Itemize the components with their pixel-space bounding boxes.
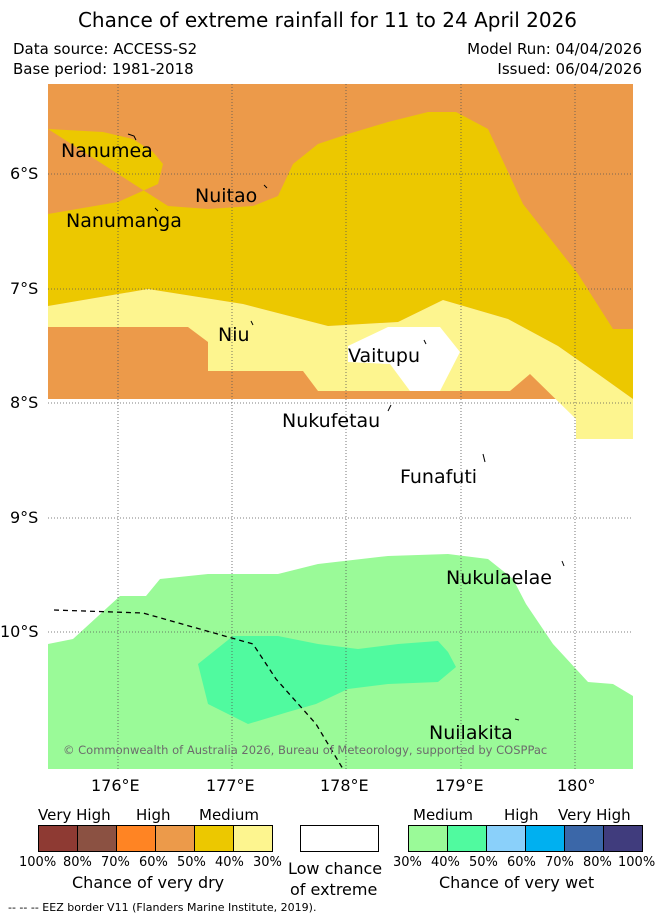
lat-tick-7: 7°S xyxy=(10,279,39,298)
dry-caption: Chance of very dry xyxy=(72,873,225,892)
wet-swatch-1 xyxy=(409,826,447,851)
dry-pct-70: 70% xyxy=(101,855,130,870)
wet-header-very-high: Very High xyxy=(558,806,631,824)
lon-tick-178: 178°E xyxy=(320,776,369,795)
dry-header-high: High xyxy=(136,806,171,824)
place-nuitao: Nuitao xyxy=(195,185,258,207)
wet-swatch-3 xyxy=(486,826,525,851)
dry-swatch-5 xyxy=(194,826,233,851)
dry-swatch-4 xyxy=(155,826,194,851)
lon-tick-180: 180° xyxy=(557,776,596,795)
wet-pct-40: 40% xyxy=(431,855,460,870)
white-hole-vaitupu xyxy=(348,327,460,391)
wet-pct-80: 80% xyxy=(583,855,612,870)
place-nuilakita: Nuilakita xyxy=(429,722,513,744)
model-run: Model Run: 04/04/2026 xyxy=(467,40,642,58)
wet-pct-50: 50% xyxy=(469,855,498,870)
lat-tick-6: 6°S xyxy=(10,164,39,183)
issued-date: Issued: 06/04/2026 xyxy=(497,60,642,78)
lon-tick-176: 176°E xyxy=(91,776,140,795)
place-niu: Niu xyxy=(218,324,250,346)
base-period: Base period: 1981-2018 xyxy=(13,60,194,78)
place-funafuti: Funafuti xyxy=(400,466,478,488)
lat-tick-10: 10°S xyxy=(0,622,39,641)
lon-tick-179: 179°E xyxy=(435,776,484,795)
eez-footnote: -- -- -- EEZ border V11 (Flanders Marine… xyxy=(8,901,317,914)
dry-swatch-2 xyxy=(77,826,116,851)
rainfall-map xyxy=(48,84,633,769)
dry-pct-100: 100% xyxy=(19,855,57,870)
wet-pct-60: 60% xyxy=(507,855,536,870)
wet-swatch-6 xyxy=(603,826,642,851)
dry-pct-40: 40% xyxy=(215,855,244,870)
low-caption-line1: Low chance xyxy=(288,859,383,878)
map-title: Chance of extreme rainfall for 11 to 24 … xyxy=(77,8,578,32)
wet-swatch-4 xyxy=(525,826,564,851)
place-nanumea: Nanumea xyxy=(61,140,153,162)
dry-header-very-high: Very High xyxy=(38,806,111,824)
wet-swatch-5 xyxy=(564,826,603,851)
wet-pct-30: 30% xyxy=(393,855,422,870)
wet-swatch-2 xyxy=(447,826,486,851)
dry-pct-50: 50% xyxy=(177,855,206,870)
wet-pct-100: 100% xyxy=(618,855,655,870)
lat-tick-8: 8°S xyxy=(10,393,39,412)
place-nukufetau: Nukufetau xyxy=(282,410,381,432)
dry-pct-30: 30% xyxy=(253,855,282,870)
lon-grid xyxy=(117,84,576,769)
dry-color-bar xyxy=(38,825,273,852)
place-nukulaelae: Nukulaelae xyxy=(446,567,552,589)
wet-color-bar xyxy=(408,825,643,852)
data-source: Data source: ACCESS-S2 xyxy=(13,40,198,58)
dry-pct-80: 80% xyxy=(63,855,92,870)
dry-swatch-1 xyxy=(39,826,77,851)
low-caption-line2: of extreme xyxy=(290,880,378,899)
island-marks xyxy=(127,133,565,721)
wet-header-high: High xyxy=(504,806,539,824)
dry-header-medium: Medium xyxy=(199,806,259,824)
low-chance-swatch xyxy=(300,825,379,852)
dry-swatch-3 xyxy=(116,826,155,851)
copyright-notice: © Commonwealth of Australia 2026, Bureau… xyxy=(63,743,548,757)
wet-header-medium: Medium xyxy=(413,806,473,824)
place-vaitupu: Vaitupu xyxy=(348,345,421,367)
dry-low-region xyxy=(48,289,633,439)
dry-swatch-6 xyxy=(233,826,272,851)
place-nanumanga: Nanumanga xyxy=(66,210,182,232)
lat-tick-9: 9°S xyxy=(10,508,39,527)
dry-pct-60: 60% xyxy=(139,855,168,870)
dry-medium-region xyxy=(48,112,633,399)
wet-pct-70: 70% xyxy=(545,855,574,870)
lon-tick-177: 177°E xyxy=(206,776,255,795)
eez-border xyxy=(53,609,344,769)
wet-caption: Chance of very wet xyxy=(439,873,595,892)
